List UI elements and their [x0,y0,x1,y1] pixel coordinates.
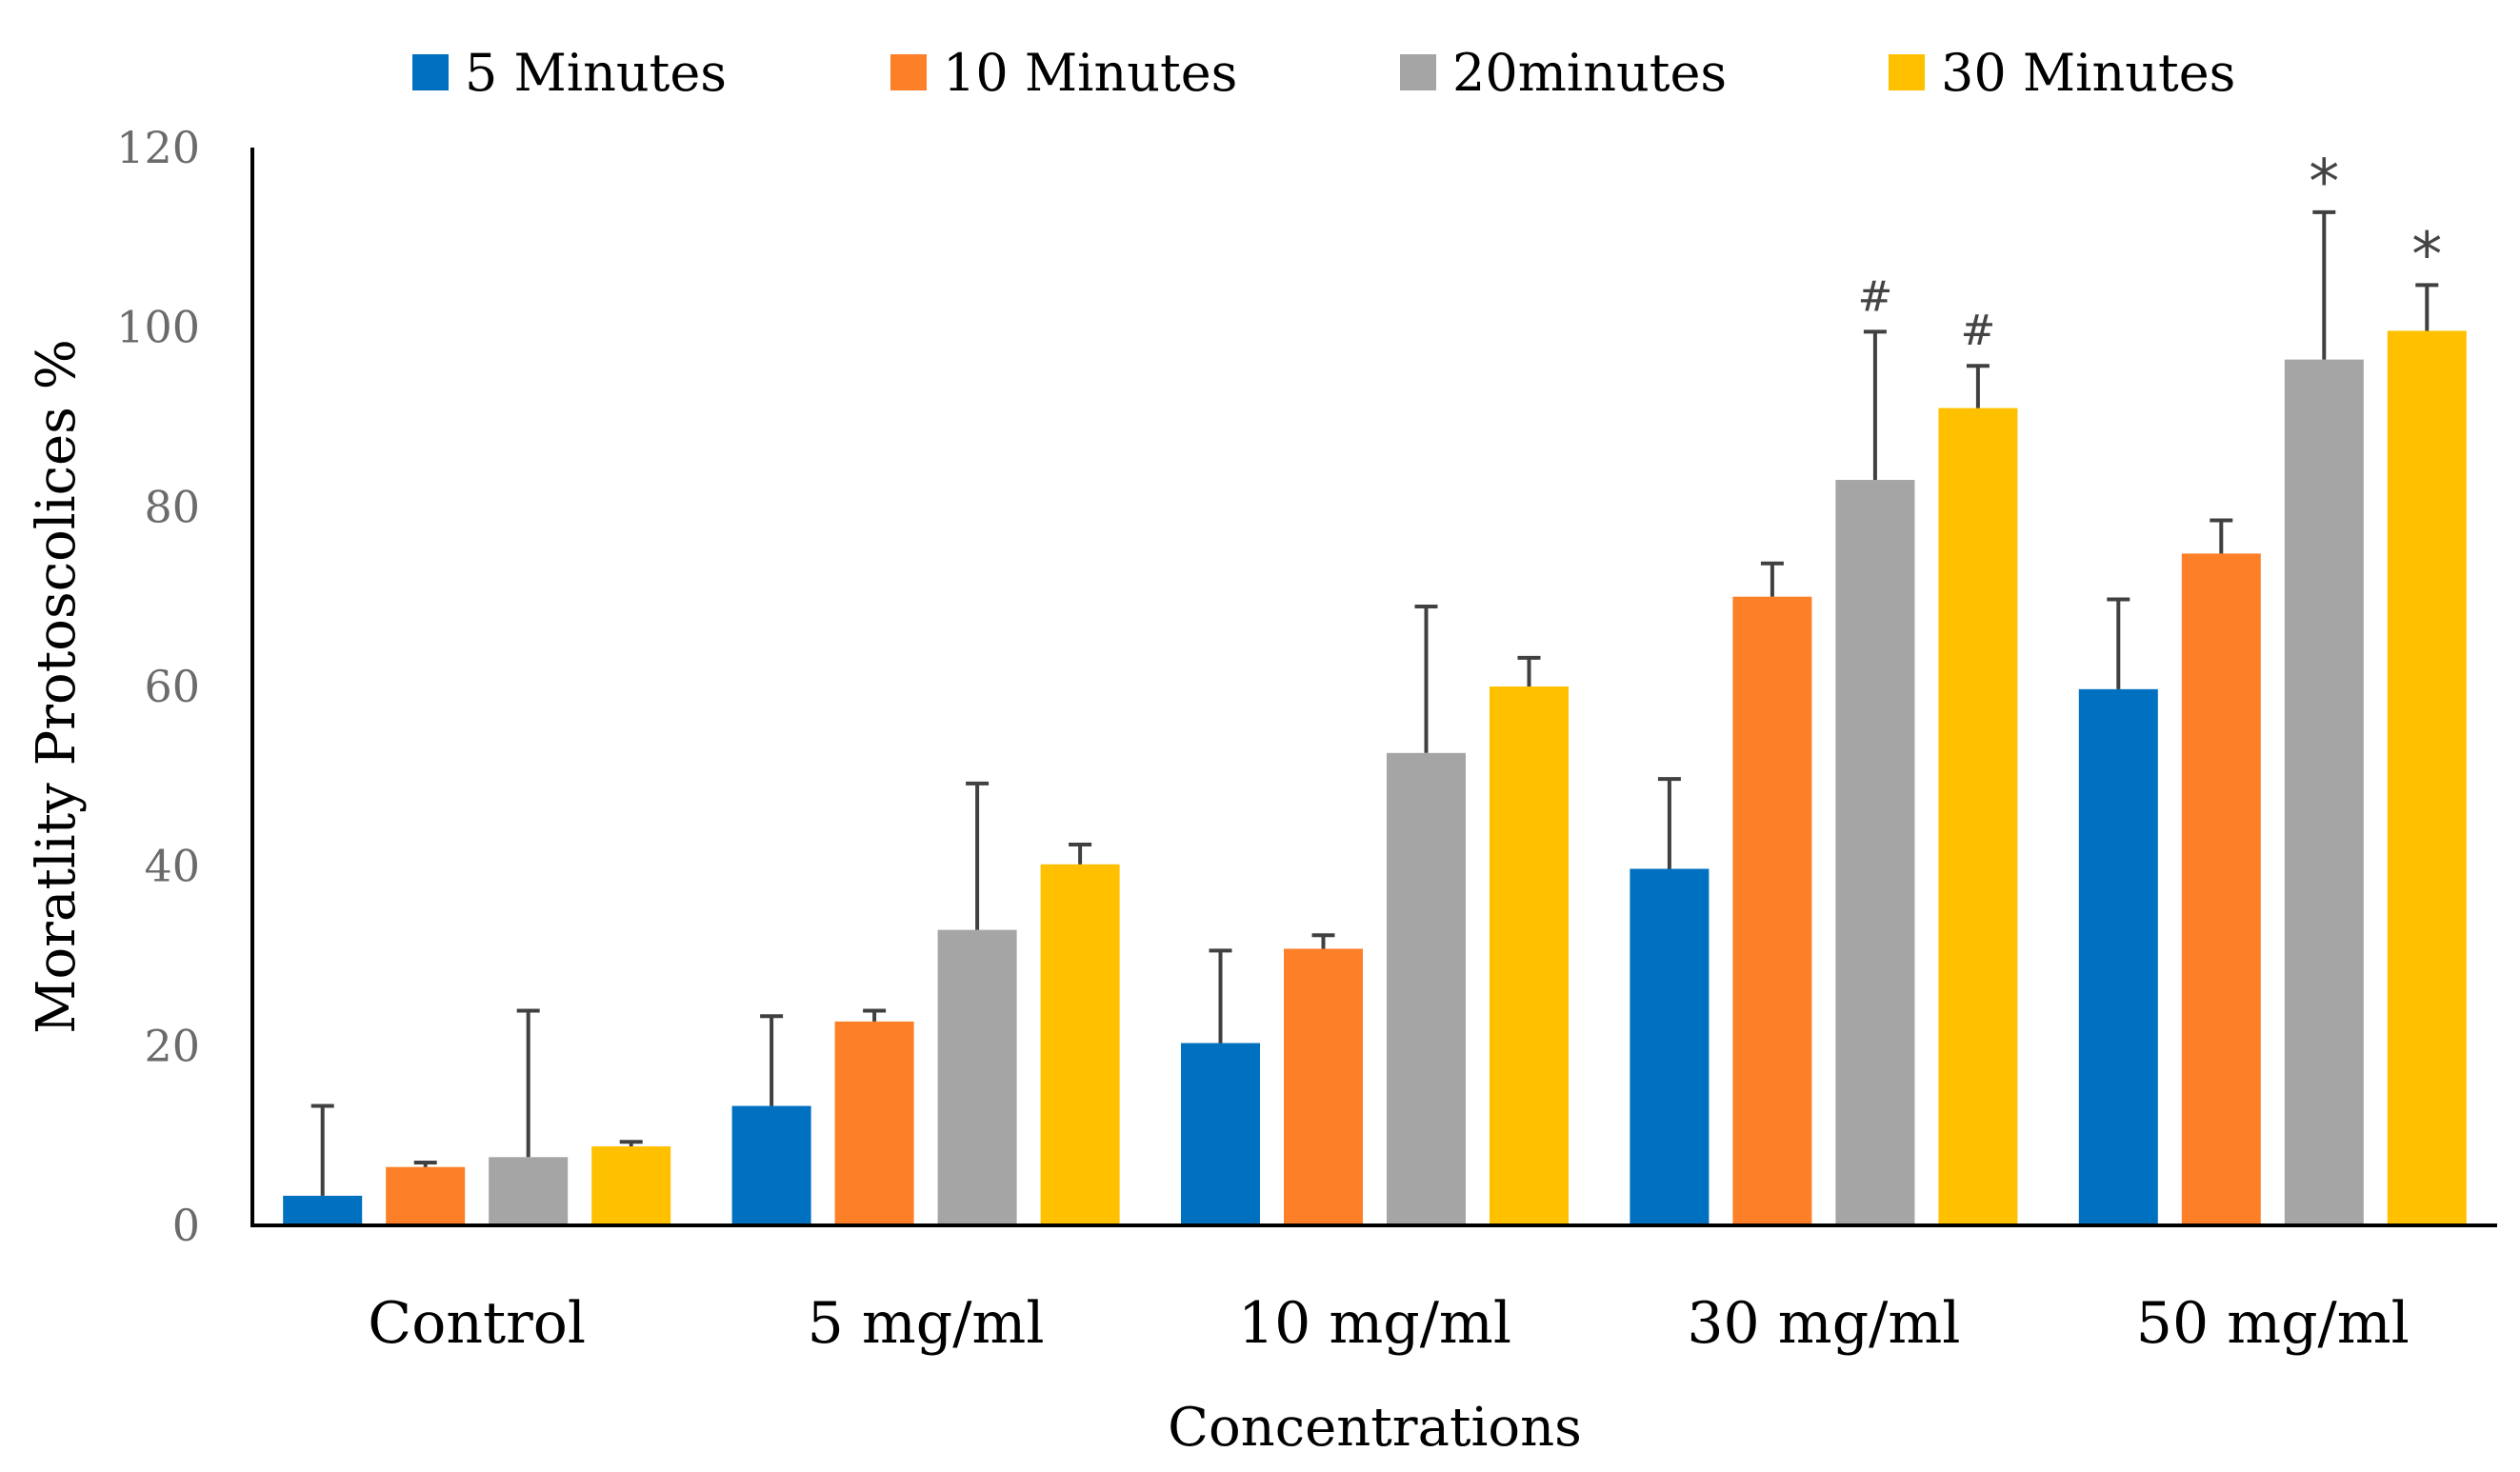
bar [1835,480,1915,1225]
x-category-label: 30 mg/ml [1687,1290,1960,1357]
legend-label: 5 Minutes [465,43,727,103]
bar [937,929,1017,1225]
bar [386,1166,466,1225]
bar [283,1195,363,1225]
legend-swatch [890,54,927,90]
legend: 5 Minutes 10 Minutes 20minutes 30 Minutes [412,43,2235,103]
legend-label: 10 Minutes [943,43,1237,103]
y-axis-title: Moratlity Protoscolices % [26,339,88,1034]
y-tick-label: 20 [144,1020,200,1071]
y-tick-label: 0 [172,1200,200,1251]
x-category-label: Control [368,1290,586,1357]
legend-label: 20minutes [1452,43,1727,103]
bar [1181,1043,1260,1225]
y-axis-ticks: 0 20 40 60 80 100 120 [116,122,200,1251]
y-tick-label: 60 [144,661,200,712]
bar [1490,686,1569,1225]
x-category-label: 5 mg/ml [808,1290,1045,1357]
y-tick-label: 120 [116,122,200,173]
significance-marker: * [2411,220,2442,290]
bar [2078,688,2158,1225]
significance-marker: # [1857,272,1892,321]
bar [1387,752,1466,1225]
bar [2181,553,2261,1225]
bar [1040,864,1120,1225]
legend-swatch [1400,54,1436,90]
significance-marker: # [1960,307,1995,355]
bar [489,1157,569,1225]
legend-swatch [412,54,449,90]
bar [2284,359,2364,1225]
bar [731,1105,811,1225]
error-bars [310,209,2439,1196]
bar [1630,868,1710,1225]
legend-swatch [1889,54,1925,90]
bar [1284,948,1363,1225]
y-tick-label: 80 [144,481,200,532]
significance-annotations: # # * * [1857,148,2442,355]
y-tick-label: 100 [116,302,200,353]
bar [1732,596,1812,1225]
bar [2387,330,2467,1225]
bars [283,330,2467,1226]
legend-label: 30 Minutes [1941,43,2235,103]
bar [591,1145,671,1225]
bar [1938,408,2018,1226]
x-category-label: 50 mg/ml [2136,1290,2410,1357]
x-axis-title: Concentrations [1168,1397,1582,1459]
y-tick-label: 40 [144,841,200,892]
bar [834,1021,914,1225]
x-axis-category-labels: Control 5 mg/ml 10 mg/ml 30 mg/ml 50 mg/ml [368,1290,2410,1357]
x-category-label: 10 mg/ml [1238,1290,1511,1357]
significance-marker: * [2309,148,2339,218]
